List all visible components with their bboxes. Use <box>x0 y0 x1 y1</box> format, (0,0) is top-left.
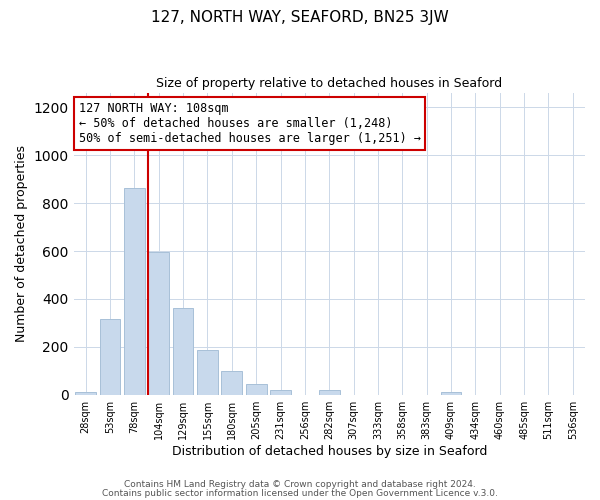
Text: 127, NORTH WAY, SEAFORD, BN25 3JW: 127, NORTH WAY, SEAFORD, BN25 3JW <box>151 10 449 25</box>
Text: 127 NORTH WAY: 108sqm
← 50% of detached houses are smaller (1,248)
50% of semi-d: 127 NORTH WAY: 108sqm ← 50% of detached … <box>79 102 421 145</box>
Bar <box>319 390 340 394</box>
Bar <box>124 188 145 394</box>
Bar <box>440 392 461 394</box>
Bar <box>270 390 291 394</box>
X-axis label: Distribution of detached houses by size in Seaford: Distribution of detached houses by size … <box>172 444 487 458</box>
Text: Contains HM Land Registry data © Crown copyright and database right 2024.: Contains HM Land Registry data © Crown c… <box>124 480 476 489</box>
Text: Contains public sector information licensed under the Open Government Licence v.: Contains public sector information licen… <box>102 488 498 498</box>
Bar <box>148 252 169 394</box>
Bar <box>221 371 242 394</box>
Bar <box>173 308 193 394</box>
Title: Size of property relative to detached houses in Seaford: Size of property relative to detached ho… <box>156 78 502 90</box>
Bar <box>100 318 121 394</box>
Bar <box>246 384 266 394</box>
Bar <box>76 392 96 394</box>
Bar <box>197 350 218 395</box>
Y-axis label: Number of detached properties: Number of detached properties <box>15 146 28 342</box>
